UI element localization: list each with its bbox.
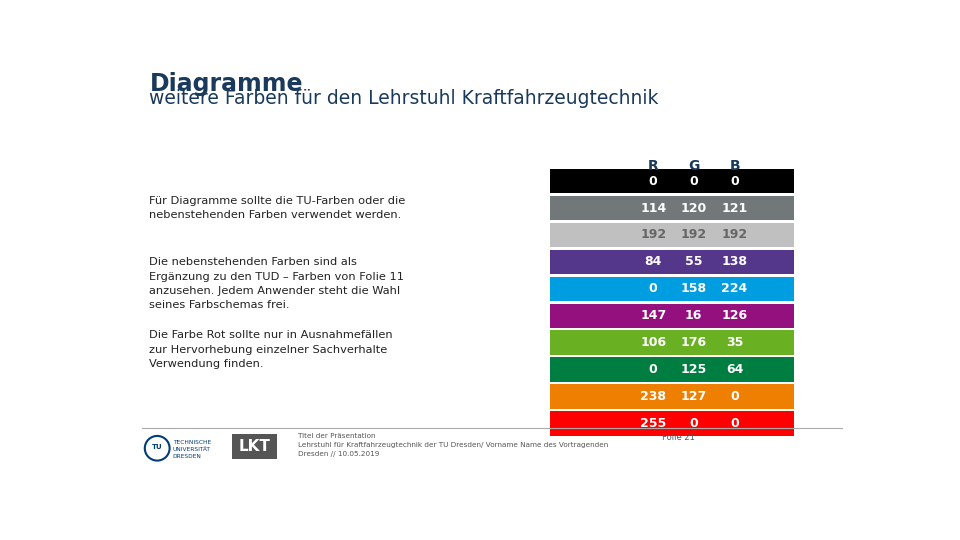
Text: 0: 0 bbox=[731, 417, 739, 430]
Text: 238: 238 bbox=[640, 390, 666, 403]
Text: 64: 64 bbox=[726, 363, 743, 376]
Text: TU: TU bbox=[152, 444, 162, 450]
Bar bbox=[550, 330, 794, 355]
Bar bbox=[550, 276, 794, 301]
Text: 126: 126 bbox=[722, 309, 748, 322]
Text: 147: 147 bbox=[640, 309, 666, 322]
Text: 121: 121 bbox=[722, 201, 748, 214]
Bar bbox=[550, 222, 794, 247]
Text: 255: 255 bbox=[640, 417, 666, 430]
Text: Diagramme: Diagramme bbox=[150, 72, 303, 97]
Text: 125: 125 bbox=[681, 363, 707, 376]
Text: Die nebenstehenden Farben sind als
Ergänzung zu den TUD – Farben von Folie 11
an: Die nebenstehenden Farben sind als Ergän… bbox=[150, 257, 404, 310]
Text: 192: 192 bbox=[640, 228, 666, 241]
Text: 0: 0 bbox=[649, 174, 658, 187]
Text: R: R bbox=[648, 159, 659, 173]
Text: 138: 138 bbox=[722, 255, 748, 268]
Text: 0: 0 bbox=[689, 174, 698, 187]
Text: 55: 55 bbox=[684, 255, 703, 268]
Text: 114: 114 bbox=[640, 201, 666, 214]
Bar bbox=[550, 303, 794, 328]
Bar bbox=[550, 357, 794, 382]
Text: 0: 0 bbox=[649, 363, 658, 376]
Bar bbox=[550, 411, 794, 436]
Bar bbox=[550, 249, 794, 274]
Text: 106: 106 bbox=[640, 336, 666, 349]
Text: 0: 0 bbox=[731, 174, 739, 187]
Text: 84: 84 bbox=[644, 255, 661, 268]
Bar bbox=[550, 169, 794, 193]
Text: 120: 120 bbox=[681, 201, 707, 214]
Text: 192: 192 bbox=[681, 228, 707, 241]
Text: Für Diagramme sollte die TU-Farben oder die
nebenstehenden Farben verwendet werd: Für Diagramme sollte die TU-Farben oder … bbox=[150, 195, 406, 220]
Text: 224: 224 bbox=[722, 282, 748, 295]
Bar bbox=[550, 195, 794, 220]
Text: 192: 192 bbox=[722, 228, 748, 241]
Text: 176: 176 bbox=[681, 336, 707, 349]
Bar bbox=[232, 434, 277, 459]
Text: 127: 127 bbox=[681, 390, 707, 403]
Text: B: B bbox=[730, 159, 740, 173]
Text: Die Farbe Rot sollte nur in Ausnahmefällen
zur Hervorhebung einzelner Sachverhal: Die Farbe Rot sollte nur in Ausnahmefäll… bbox=[150, 330, 393, 369]
Text: TECHNISCHE
UNIVERSITÄT
DRESDEN: TECHNISCHE UNIVERSITÄT DRESDEN bbox=[173, 440, 211, 459]
Text: 0: 0 bbox=[689, 417, 698, 430]
Text: Folie 21: Folie 21 bbox=[662, 433, 695, 442]
Text: 158: 158 bbox=[681, 282, 707, 295]
Text: 0: 0 bbox=[731, 390, 739, 403]
Text: Titel der Präsentation
Lehrstuhl für Kraftfahrzeugtechnik der TU Dresden/ Vornam: Titel der Präsentation Lehrstuhl für Kra… bbox=[299, 433, 609, 457]
Text: G: G bbox=[687, 159, 699, 173]
Text: 35: 35 bbox=[726, 336, 743, 349]
Text: 0: 0 bbox=[649, 282, 658, 295]
Bar bbox=[550, 384, 794, 409]
Text: 16: 16 bbox=[684, 309, 702, 322]
Text: weitere Farben für den Lehrstuhl Kraftfahrzeugtechnik: weitere Farben für den Lehrstuhl Kraftfa… bbox=[150, 90, 659, 109]
Text: LKT: LKT bbox=[239, 439, 271, 454]
